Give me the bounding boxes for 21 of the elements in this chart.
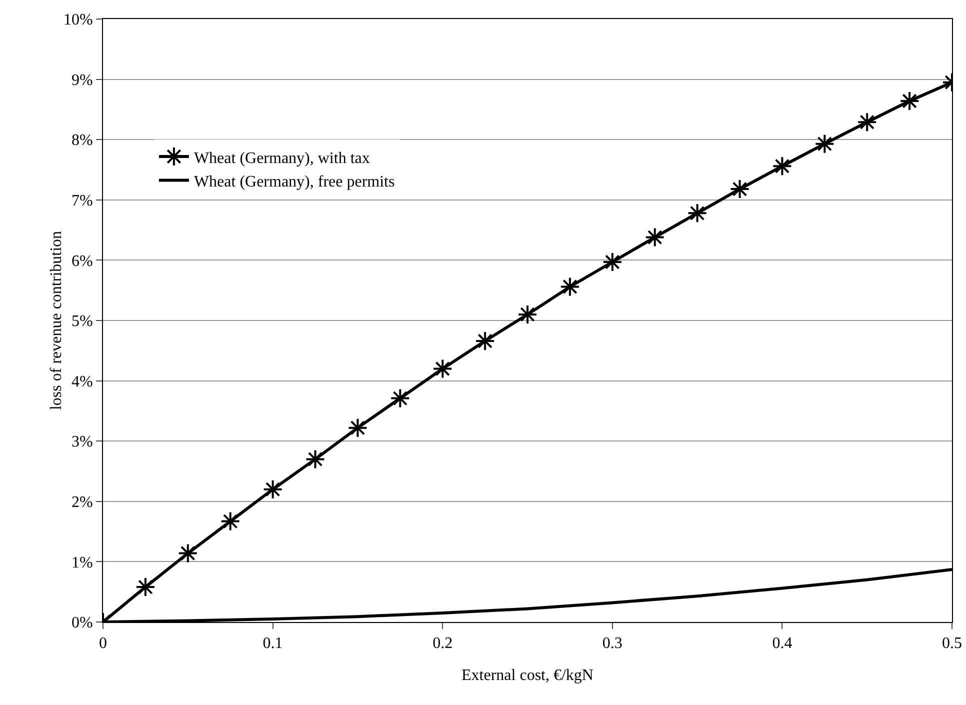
- y-tick-label: 7%: [71, 192, 93, 210]
- x-tick-label: 0.3: [602, 635, 622, 652]
- x-tick-label: 0: [99, 635, 107, 652]
- y-axis-title: loss of revenue contribution: [48, 230, 65, 410]
- y-tick-label: 0%: [71, 614, 93, 632]
- y-tick-label: 3%: [71, 434, 93, 451]
- y-tick-label: 2%: [71, 494, 93, 511]
- x-tick-label: 0.4: [772, 635, 792, 652]
- y-tick-label: 9%: [71, 72, 93, 89]
- x-axis-title: External cost, €/kgN: [462, 667, 594, 684]
- y-tick-label: 5%: [71, 313, 93, 330]
- y-tick-label: 8%: [71, 132, 93, 150]
- x-tick-label: 0.2: [432, 635, 453, 652]
- y-tick-label: 6%: [71, 252, 93, 270]
- x-tick-label: 0.1: [262, 635, 283, 652]
- x-tick-label: 0.5: [942, 635, 962, 652]
- legend-label: Wheat (Germany), with tax: [194, 150, 370, 167]
- y-tick-label: 4%: [71, 373, 93, 390]
- legend-label: Wheat (Germany), free permits: [194, 174, 395, 191]
- y-tick-label: 1%: [71, 554, 93, 572]
- y-tick-label: 10%: [63, 12, 93, 29]
